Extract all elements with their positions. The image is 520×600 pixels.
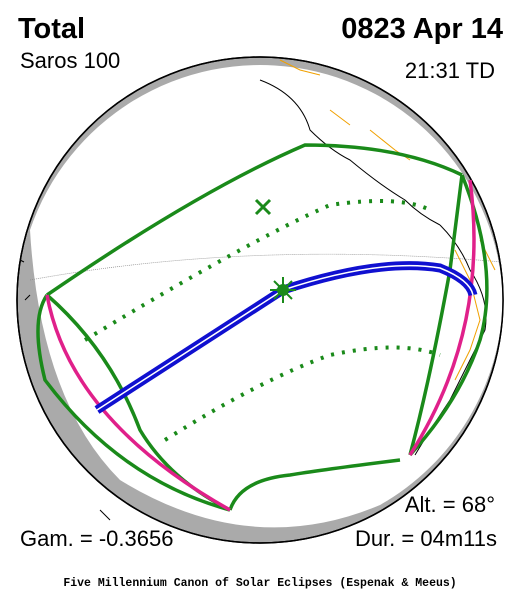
eclipse-date: 0823 Apr 14 <box>341 13 503 45</box>
coastlines <box>19 59 496 521</box>
eclipse-time: 21:31 TD <box>405 58 495 83</box>
eclipse-type: Total <box>18 13 85 45</box>
saros: Saros 100 <box>20 48 120 73</box>
gamma: Gam. = -0.3656 <box>20 526 173 551</box>
footer: Five Millennium Canon of Solar Eclipses … <box>63 577 456 590</box>
eclipse-path <box>36 143 489 512</box>
altitude: Alt. = 68° <box>405 492 495 517</box>
duration: Dur. = 04m11s <box>355 526 497 551</box>
